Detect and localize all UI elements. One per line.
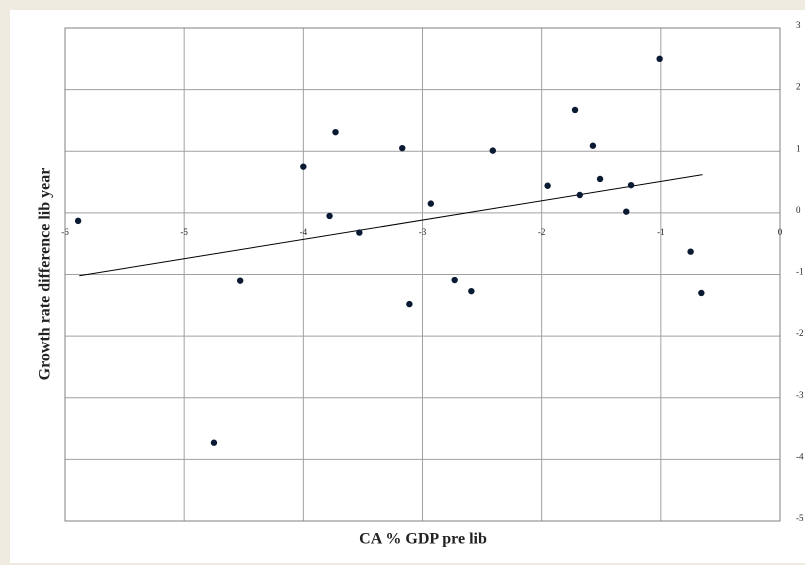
trendline [79, 174, 703, 277]
point [332, 128, 339, 136]
y-tick-label: -3 [796, 390, 804, 400]
point [399, 144, 406, 152]
y-tick-label: -5 [796, 513, 804, 523]
point [489, 147, 497, 154]
x-tick-label: -3 [419, 227, 427, 237]
point [406, 300, 413, 308]
y-tick-label: -4 [796, 451, 804, 461]
point [571, 106, 579, 114]
point [596, 175, 604, 183]
y-tick-label: 0 [796, 205, 801, 215]
point [698, 289, 705, 297]
x-tick-label: -1 [657, 227, 665, 237]
y-tick-label: 1 [796, 143, 801, 153]
x-tick-label: -4 [300, 227, 308, 237]
point [451, 276, 458, 284]
point [326, 212, 333, 220]
y-axis-title: Growth rate difference lib year [37, 168, 54, 381]
y-tick-label: 3 [796, 20, 801, 30]
point [468, 287, 475, 295]
point [236, 277, 244, 284]
point [356, 229, 363, 236]
point [74, 217, 82, 225]
x-tick-label: -5 [180, 227, 188, 237]
x-tick-label: -2 [538, 227, 546, 237]
x-axis-title: CA % GDP pre lib [359, 531, 487, 548]
point [656, 55, 663, 63]
point [627, 181, 635, 189]
chart-background [10, 10, 805, 563]
point [427, 200, 435, 207]
point [300, 163, 307, 170]
point [576, 191, 583, 199]
plot-border [64, 27, 781, 522]
point [623, 208, 630, 215]
point [589, 142, 597, 149]
y-tick-label: 2 [796, 82, 801, 92]
y-tick-label: -2 [796, 328, 804, 338]
y-tick-label: -1 [796, 267, 804, 277]
point [544, 182, 551, 189]
point [687, 248, 694, 255]
point [210, 439, 218, 446]
